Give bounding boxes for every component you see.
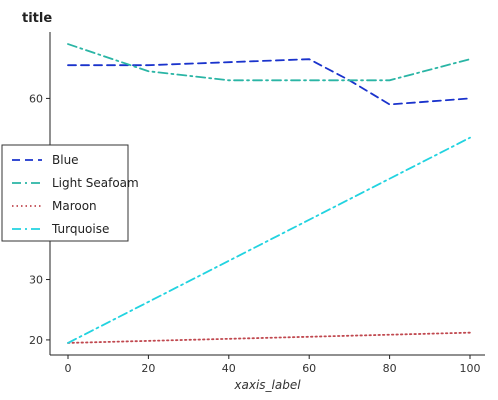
- series-layer: [67, 43, 471, 344]
- legend: Blue Light Seafoam Maroon Turquoise: [1, 144, 139, 242]
- legend-box: [1, 144, 129, 242]
- x-axis-ticks: 0 20 40 60 80 100: [65, 355, 481, 375]
- legend-label: Blue: [52, 153, 79, 167]
- y-tick-label: 30: [29, 274, 43, 287]
- legend-label: Maroon: [52, 199, 97, 213]
- y-tick-label: 60: [29, 92, 43, 105]
- x-tick-label: 100: [460, 362, 481, 375]
- x-axis-title: xaxis_label: [233, 378, 301, 392]
- legend-label: Light Seafoam: [52, 176, 139, 190]
- series-line-maroon: [67, 331, 471, 344]
- legend-label: Turquoise: [51, 222, 109, 236]
- x-tick-label: 0: [65, 362, 72, 375]
- x-tick-label: 60: [302, 362, 316, 375]
- y-tick-label: 20: [29, 334, 43, 347]
- x-tick-label: 20: [141, 362, 155, 375]
- chart-title: title: [22, 11, 52, 26]
- series-line-blue: [67, 58, 471, 106]
- series-line-turquoise: [67, 136, 471, 344]
- x-tick-label: 80: [383, 362, 397, 375]
- series-line-light-seafoam: [67, 43, 471, 82]
- x-tick-label: 40: [222, 362, 236, 375]
